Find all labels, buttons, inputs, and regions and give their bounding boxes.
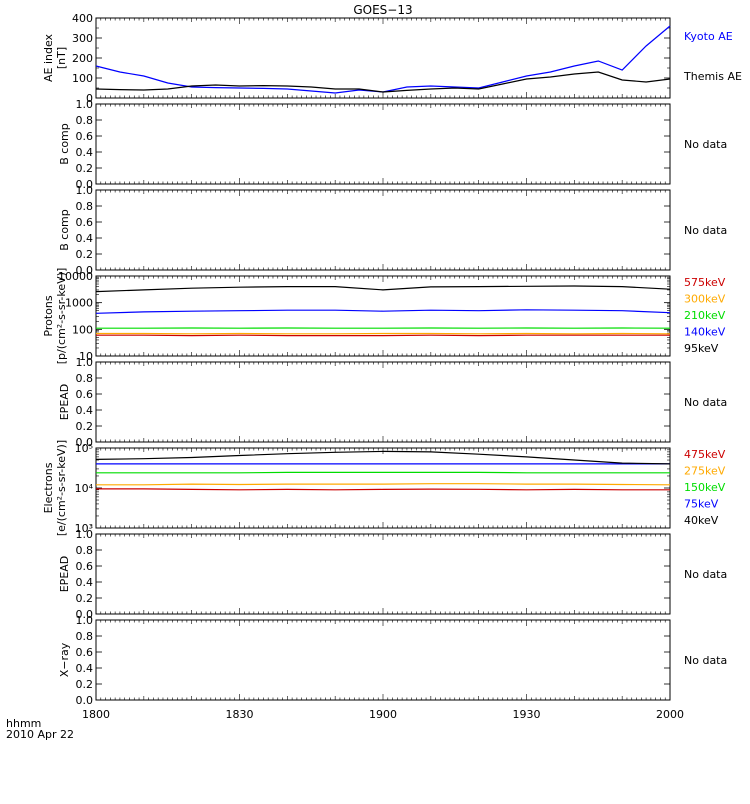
y-tick-label-epead2: 0.6 xyxy=(76,560,94,573)
time-tick-label: 2000 xyxy=(656,708,684,721)
y-tick-label-xray: 1.0 xyxy=(76,614,94,627)
y-tick-label-bcomp2: 1.0 xyxy=(76,184,94,197)
y-tick-label-bcomp2: 0.8 xyxy=(76,200,94,213)
y-tick-label-ae: 200 xyxy=(72,52,93,65)
panel-frame-epead1 xyxy=(96,362,670,442)
time-caption-date: 2010 Apr 22 xyxy=(6,728,74,741)
y-tick-label-ae: 400 xyxy=(72,12,93,25)
y-axis-label-protons: Protons xyxy=(42,295,55,336)
y-tick-label-xray: 0.8 xyxy=(76,630,94,643)
y-tick-label-bcomp2: 0.4 xyxy=(76,232,94,245)
y-tick-label-xray: 0.4 xyxy=(76,662,94,675)
legend-protons-3: 140keV xyxy=(684,326,726,339)
series-line-ae-1 xyxy=(96,72,670,92)
y-tick-label-epead1: 0.8 xyxy=(76,372,94,385)
y-tick-label-epead2: 0.4 xyxy=(76,576,94,589)
y-tick-label-xray: 0.6 xyxy=(76,646,94,659)
y-tick-label-ae: 300 xyxy=(72,32,93,45)
legend-protons-4: 95keV xyxy=(684,342,719,355)
y-tick-label-protons: 100 xyxy=(72,323,93,336)
legend-electrons-2: 150keV xyxy=(684,481,726,494)
legend-electrons-0: 475keV xyxy=(684,448,726,461)
legend-protons-1: 300keV xyxy=(684,293,726,306)
panel-frame-bcomp1 xyxy=(96,104,670,184)
y-axis-label-xray: X−ray xyxy=(58,642,71,677)
series-line-protons-3 xyxy=(96,310,670,314)
y-tick-label-electrons: 10⁴ xyxy=(75,482,94,495)
y-tick-label-epead1: 1.0 xyxy=(76,356,94,369)
y-axis-label2-electrons: [e/(cm²-s-sr-keV)] xyxy=(55,440,68,536)
y-axis-label2-ae: [nT] xyxy=(55,47,68,69)
y-tick-label-epead2: 0.2 xyxy=(76,592,94,605)
y-tick-label-epead2: 1.0 xyxy=(76,528,94,541)
legend-kyoto-ae: Kyoto AE xyxy=(684,30,733,43)
legend-protons-0: 575keV xyxy=(684,276,726,289)
legend-electrons-4: 40keV xyxy=(684,514,719,527)
series-line-electrons-0 xyxy=(96,489,670,490)
y-tick-label-protons: 1000 xyxy=(65,297,93,310)
no-data-label-xray: No data xyxy=(684,654,727,667)
y-tick-label-xray: 0.0 xyxy=(76,694,94,707)
y-tick-label-electrons: 10⁵ xyxy=(75,442,93,455)
panel-frame-epead2 xyxy=(96,534,670,614)
y-tick-label-epead1: 0.4 xyxy=(76,404,94,417)
y-tick-label-epead2: 0.8 xyxy=(76,544,94,557)
y-axis-label-electrons: Electrons xyxy=(42,462,55,513)
legend-electrons-3: 75keV xyxy=(684,498,719,511)
y-tick-label-epead1: 0.2 xyxy=(76,420,94,433)
no-data-label-bcomp2: No data xyxy=(684,224,727,237)
y-tick-label-bcomp1: 0.2 xyxy=(76,162,94,175)
panel-frame-bcomp2 xyxy=(96,190,670,270)
panel-frame-electrons xyxy=(96,448,670,528)
chart-title: GOES−13 xyxy=(353,3,412,17)
y-axis-label-epead2: EPEAD xyxy=(58,556,71,593)
series-line-electrons-1 xyxy=(96,484,670,485)
time-tick-label: 1930 xyxy=(513,708,541,721)
y-tick-label-bcomp2: 0.6 xyxy=(76,216,94,229)
legend-themis-ae: Themis AE xyxy=(683,70,742,83)
legend-protons-2: 210keV xyxy=(684,309,726,322)
y-tick-label-bcomp1: 0.4 xyxy=(76,146,94,159)
y-axis-label-bcomp2: B comp xyxy=(58,209,71,251)
series-line-protons-4 xyxy=(96,286,670,292)
no-data-label-epead2: No data xyxy=(684,568,727,581)
legend-electrons-1: 275keV xyxy=(684,465,726,478)
series-line-ae-0 xyxy=(96,26,670,93)
y-tick-label-ae: 100 xyxy=(72,72,93,85)
y-tick-label-bcomp1: 1.0 xyxy=(76,98,94,111)
no-data-label-epead1: No data xyxy=(684,396,727,409)
y-axis-label-bcomp1: B comp xyxy=(58,123,71,165)
time-tick-label: 1900 xyxy=(369,708,397,721)
y-tick-label-bcomp1: 0.6 xyxy=(76,130,94,143)
no-data-label-bcomp1: No data xyxy=(684,138,727,151)
panel-frame-xray xyxy=(96,620,670,700)
time-tick-label: 1800 xyxy=(82,708,110,721)
y-tick-label-epead1: 0.6 xyxy=(76,388,94,401)
y-axis-label-ae: AE index xyxy=(42,33,55,82)
y-tick-label-bcomp1: 0.8 xyxy=(76,114,94,127)
y-tick-label-bcomp2: 0.2 xyxy=(76,248,94,261)
y-axis-label-epead1: EPEAD xyxy=(58,384,71,421)
time-tick-label: 1830 xyxy=(226,708,254,721)
y-axis-label2-protons: [p/(cm²-s-sr-keV)] xyxy=(55,268,68,365)
y-tick-label-xray: 0.2 xyxy=(76,678,94,691)
